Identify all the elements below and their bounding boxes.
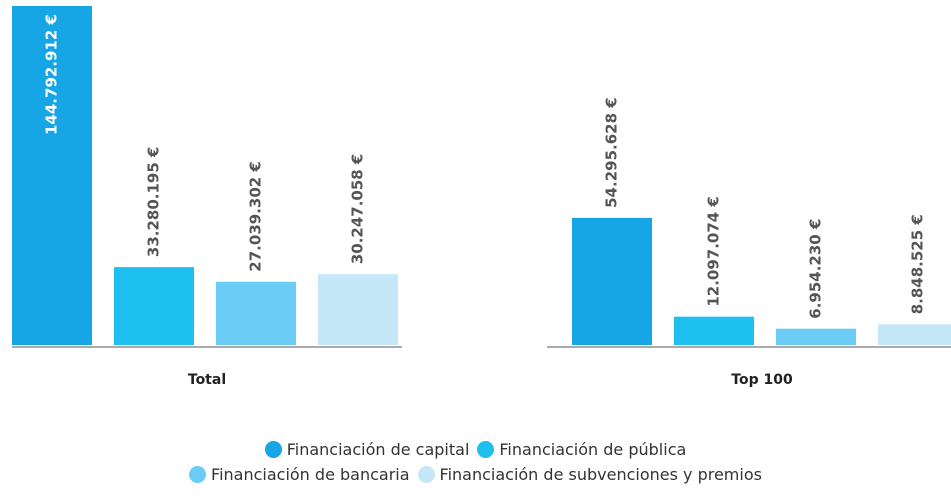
legend-items: Financiación de capital Financiación de p… <box>176 440 776 484</box>
legend-label: Financiación de capital <box>286 440 470 459</box>
legend-item: Financiación de bancaria <box>189 465 410 484</box>
bar <box>776 328 856 345</box>
x-tick-label: Top 100 <box>731 372 793 388</box>
bar <box>674 316 754 345</box>
legend-label: Financiación de subvenciones y premios <box>439 465 762 484</box>
legend-label: Financiación de pública <box>499 440 687 459</box>
legend: Financiación de capital Financiación de p… <box>0 440 951 484</box>
data-label: 144.792.912 € <box>43 14 61 135</box>
bar <box>318 274 398 345</box>
bar <box>878 324 951 345</box>
chart: Total 144.792.912 € 33.280.195 € 27.039.302… <box>12 6 951 388</box>
bar <box>12 6 92 345</box>
bar <box>216 281 296 345</box>
legend-swatch <box>189 466 207 483</box>
data-label: 27.039.302 € <box>247 161 265 272</box>
data-label: 12.097.074 € <box>705 196 723 307</box>
legend-label: Financiación de bancaria <box>211 465 410 484</box>
data-label: 8.848.525 € <box>909 214 927 314</box>
legend-swatch <box>417 466 435 483</box>
data-label: 30.247.058 € <box>349 154 367 265</box>
x-tick-label: Total <box>188 372 226 388</box>
legend-item: Financiación de subvenciones y premios <box>417 465 762 484</box>
data-label: 33.280.195 € <box>145 147 163 258</box>
legend-item: Financiación de pública <box>477 440 686 459</box>
data-label: 6.954.230 € <box>807 219 825 319</box>
bar <box>572 217 652 345</box>
legend-swatch <box>264 441 282 458</box>
legend-swatch <box>477 441 495 458</box>
bar <box>114 267 194 345</box>
data-label: 54.295.628 € <box>603 97 621 208</box>
legend-item: Financiación de capital <box>264 440 470 459</box>
